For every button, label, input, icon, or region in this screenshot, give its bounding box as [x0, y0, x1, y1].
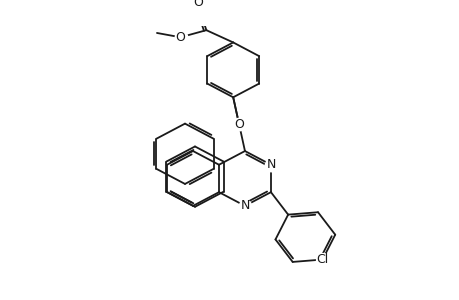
Text: O: O — [234, 118, 243, 131]
Text: O: O — [175, 31, 185, 44]
Text: N: N — [266, 158, 275, 171]
Text: N: N — [240, 200, 249, 212]
Text: O: O — [193, 0, 203, 9]
Text: Cl: Cl — [316, 253, 328, 266]
